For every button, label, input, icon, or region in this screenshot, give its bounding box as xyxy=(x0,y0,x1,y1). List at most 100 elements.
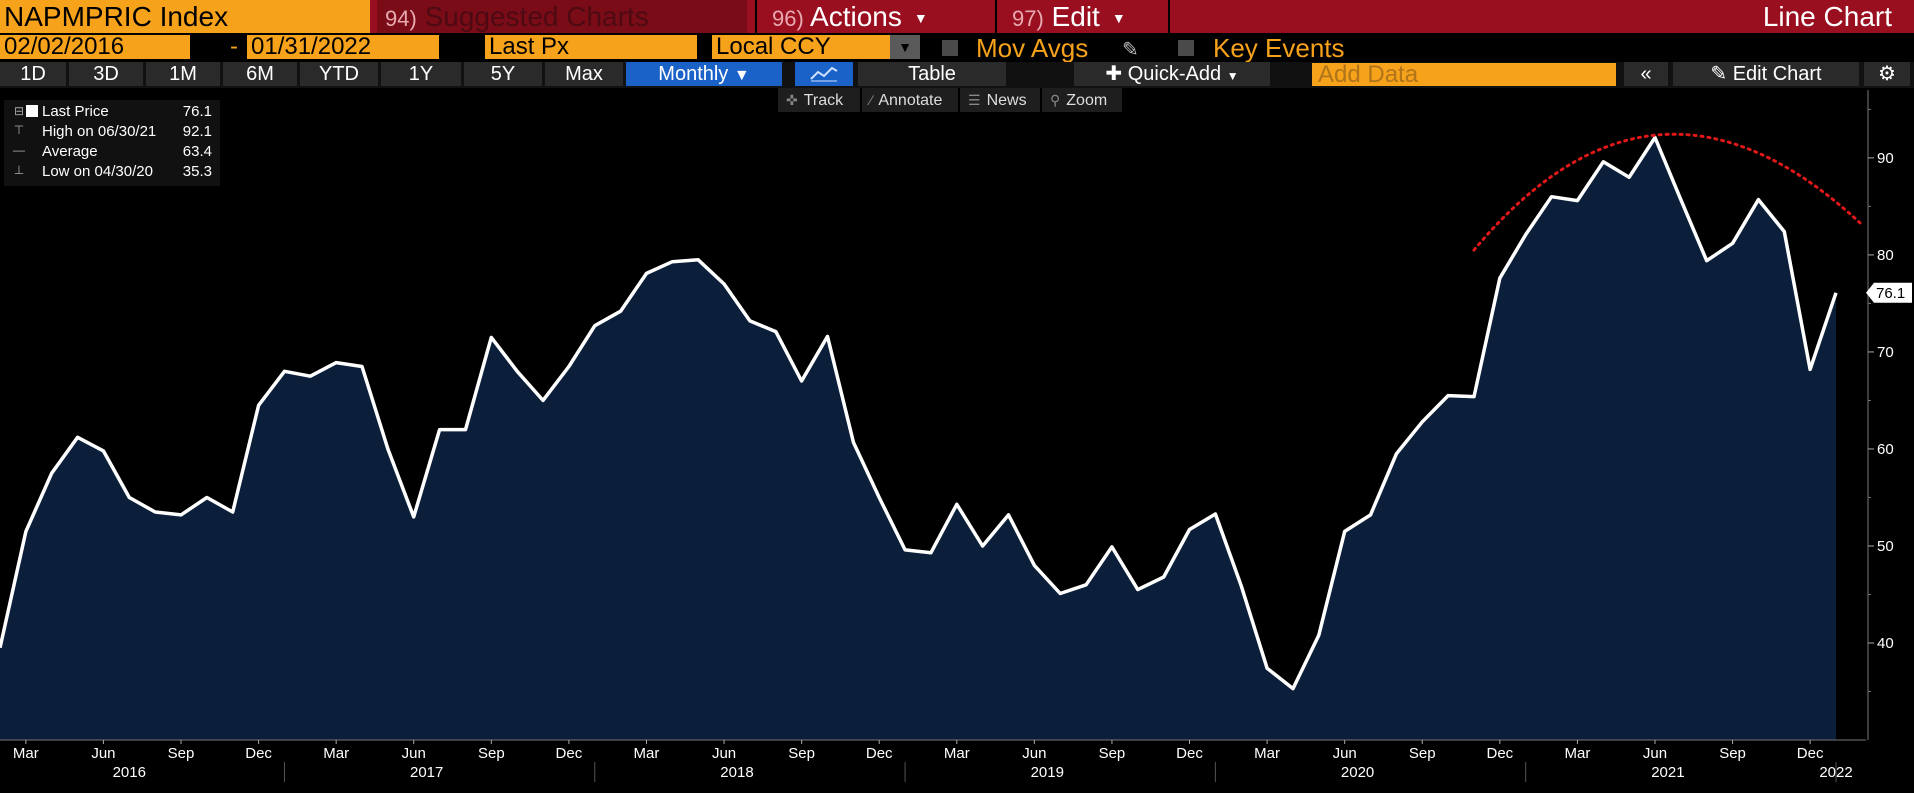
quick-add-button[interactable]: ✚ Quick-Add ▼ xyxy=(1074,62,1270,86)
y-tick-label: 70 xyxy=(1877,344,1894,361)
actions-menu-button[interactable]: 96) Actions ▼ xyxy=(755,0,990,33)
pencil-icon: ✎ xyxy=(1710,63,1728,85)
x-year-label: 2019 xyxy=(1031,764,1064,781)
plus-icon: ✚ xyxy=(1105,63,1123,85)
mov-avgs-checkbox[interactable] xyxy=(942,40,958,56)
y-tick-label: 60 xyxy=(1877,441,1894,458)
key-events-label: Key Events xyxy=(1213,33,1345,63)
y-tick-label: 90 xyxy=(1877,150,1894,167)
legend-high-value: 92.1 xyxy=(182,123,212,140)
chevron-down-icon[interactable]: ▼ xyxy=(890,35,920,59)
gear-icon: ⚙ xyxy=(1878,63,1896,85)
edit-chart-button[interactable]: ✎ Edit Chart xyxy=(1673,62,1859,86)
security-ticker-field[interactable]: NAPMPRIC Index xyxy=(0,0,370,33)
table-button[interactable]: Table xyxy=(858,62,1006,86)
actions-number: 96) xyxy=(772,6,804,31)
x-tick-label: Mar xyxy=(634,745,660,762)
x-year-label: 2021 xyxy=(1651,764,1684,781)
key-events-checkbox[interactable] xyxy=(1178,40,1194,56)
x-tick-label: Sep xyxy=(168,745,195,762)
x-tick-label: Jun xyxy=(1022,745,1046,762)
legend-last-label: Last Price xyxy=(42,103,109,120)
suggested-charts-number: 94) xyxy=(385,6,417,31)
add-data-input[interactable]: Add Data xyxy=(1312,63,1616,87)
actions-label: Actions xyxy=(810,1,902,32)
period-button-ytd[interactable]: YTD xyxy=(300,62,378,86)
period-button-max[interactable]: Max xyxy=(545,62,623,86)
title-bar: NAPMPRIC Index 94) Suggested Charts 96) … xyxy=(0,0,1914,33)
x-tick-label: Mar xyxy=(1564,745,1590,762)
period-button-1d[interactable]: 1D xyxy=(0,62,66,86)
double-chevron-left-icon: « xyxy=(1640,63,1652,85)
view-title: Line Chart xyxy=(1762,1,1892,32)
period-button-3d[interactable]: 3D xyxy=(69,62,143,86)
mov-avgs-label: Mov Avgs xyxy=(976,33,1089,63)
high-marker-icon: ⊤ xyxy=(13,123,25,137)
x-tick-label: Dec xyxy=(1176,745,1203,762)
track-tool-button[interactable]: ✜ Track xyxy=(778,88,860,112)
x-tick-label: Sep xyxy=(478,745,505,762)
y-tick-label: 80 xyxy=(1877,247,1894,264)
collapse-legend-icon[interactable]: ⊟ xyxy=(13,104,25,118)
chevron-down-icon: ▼ xyxy=(1111,10,1126,27)
legend-panel: ⊟ Last Price 76.1 ⊤ High on 06/30/21 92.… xyxy=(4,100,220,186)
x-tick-label: Sep xyxy=(1719,745,1746,762)
last-price-swatch xyxy=(26,105,38,117)
average-marker-icon: — xyxy=(13,143,25,157)
legend-low-label: Low on 04/30/20 xyxy=(42,163,153,180)
suggested-charts-button[interactable]: 94) Suggested Charts xyxy=(377,0,747,33)
legend-average-value: 63.4 xyxy=(182,143,212,160)
collapse-panel-button[interactable]: « xyxy=(1624,62,1668,86)
legend-high-label: High on 06/30/21 xyxy=(42,123,157,140)
x-tick-label: Dec xyxy=(556,745,583,762)
chart-type-button[interactable] xyxy=(795,62,853,86)
x-tick-label: Mar xyxy=(323,745,349,762)
y-tick-label: 50 xyxy=(1877,538,1894,555)
calendar-icon[interactable] xyxy=(197,38,213,54)
end-date-field[interactable]: 01/31/2022 xyxy=(247,35,439,59)
x-tick-label: Mar xyxy=(1254,745,1280,762)
zoom-tool-button[interactable]: ⚲ Zoom xyxy=(1042,88,1122,112)
price-line xyxy=(0,135,1838,691)
legend-average-label: Average xyxy=(42,143,98,160)
start-date-field[interactable]: 02/02/2016 xyxy=(0,35,190,59)
x-year-label: 2022 xyxy=(1819,764,1852,781)
x-tick-label: Jun xyxy=(91,745,115,762)
x-tick-label: Jun xyxy=(1333,745,1357,762)
news-tool-button[interactable]: ☰ News xyxy=(960,88,1040,112)
x-tick-label: Sep xyxy=(1099,745,1126,762)
news-icon: ☰ xyxy=(968,92,981,108)
low-marker-icon: ⊥ xyxy=(13,163,25,177)
trend-arc-annotation xyxy=(1472,132,1862,252)
x-tick-label: Sep xyxy=(788,745,815,762)
field-selector[interactable]: Last Px xyxy=(485,35,697,59)
pencil-icon[interactable]: ✎ xyxy=(1122,39,1139,61)
period-button-6m[interactable]: 6M xyxy=(223,62,297,86)
annotate-tool-button[interactable]: ∕ Annotate xyxy=(862,88,958,112)
period-button-1m[interactable]: 1M xyxy=(146,62,220,86)
chevron-down-icon: ▼ xyxy=(913,10,928,27)
settings-button[interactable]: ⚙ xyxy=(1864,62,1910,86)
frequency-dropdown[interactable]: Monthly ▼ xyxy=(626,62,782,86)
crosshair-icon: ✜ xyxy=(786,92,798,108)
currency-selector[interactable]: Local CCY xyxy=(712,35,890,59)
x-tick-label: Dec xyxy=(245,745,272,762)
magnifier-icon: ⚲ xyxy=(1050,92,1061,108)
parameters-bar: 02/02/2016 - 01/31/2022 Last Px Local CC… xyxy=(0,35,1914,61)
x-year-label: 2018 xyxy=(720,764,753,781)
period-button-1y[interactable]: 1Y xyxy=(381,62,461,86)
edit-menu-button[interactable]: 97) Edit ▼ xyxy=(995,0,1170,33)
line-chart-icon xyxy=(810,66,838,82)
y-tick-label: 40 xyxy=(1877,635,1894,652)
annotate-icon: ∕ xyxy=(870,92,873,108)
x-tick-label: Mar xyxy=(13,745,39,762)
period-button-5y[interactable]: 5Y xyxy=(464,62,542,86)
x-tick-label: Mar xyxy=(944,745,970,762)
edit-label: Edit xyxy=(1051,1,1100,32)
price-area xyxy=(0,137,1836,740)
date-separator: - xyxy=(230,33,238,60)
calendar-icon[interactable] xyxy=(447,38,463,54)
x-tick-label: Sep xyxy=(1409,745,1436,762)
suggested-charts-label: Suggested Charts xyxy=(424,1,649,32)
